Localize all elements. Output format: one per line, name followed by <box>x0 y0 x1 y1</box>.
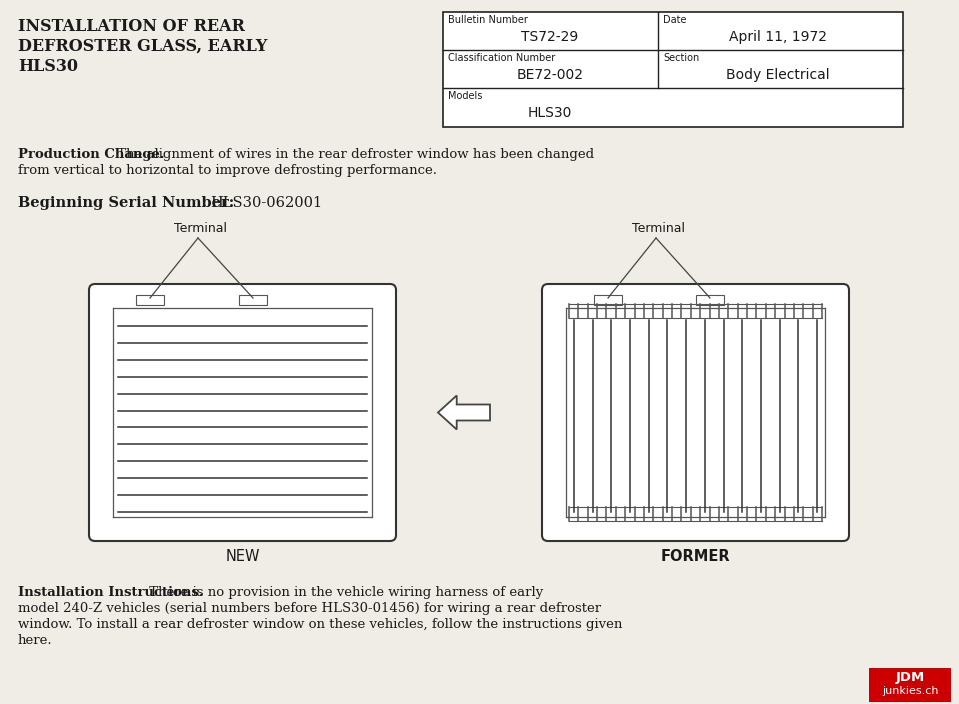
Text: TS72-29: TS72-29 <box>522 30 578 44</box>
FancyBboxPatch shape <box>89 284 396 541</box>
Text: junkies.ch: junkies.ch <box>881 686 938 696</box>
Text: NEW: NEW <box>225 549 260 564</box>
Text: from vertical to horizontal to improve defrosting performance.: from vertical to horizontal to improve d… <box>18 164 437 177</box>
FancyBboxPatch shape <box>542 284 849 541</box>
Text: Bulletin Number: Bulletin Number <box>448 15 527 25</box>
Text: JDM: JDM <box>896 671 924 684</box>
Text: DEFROSTER GLASS, EARLY: DEFROSTER GLASS, EARLY <box>18 38 268 55</box>
Bar <box>696 295 724 305</box>
Text: Terminal: Terminal <box>631 222 685 235</box>
Polygon shape <box>438 396 490 429</box>
Text: The alignment of wires in the rear defroster window has been changed: The alignment of wires in the rear defro… <box>113 148 595 161</box>
Bar <box>869 668 951 702</box>
Text: Beginning Serial Number:: Beginning Serial Number: <box>18 196 234 210</box>
Text: HLS30: HLS30 <box>18 58 78 75</box>
Bar <box>136 295 164 305</box>
Text: Body Electrical: Body Electrical <box>726 68 830 82</box>
Text: here.: here. <box>18 634 53 647</box>
Text: Date: Date <box>663 15 687 25</box>
Text: Models: Models <box>448 91 482 101</box>
Text: There is no provision in the vehicle wiring harness of early: There is no provision in the vehicle wir… <box>145 586 543 599</box>
Text: Production Change.: Production Change. <box>18 148 165 161</box>
Text: window. To install a rear defroster window on these vehicles, follow the instruc: window. To install a rear defroster wind… <box>18 618 622 631</box>
Text: FORMER: FORMER <box>661 549 731 564</box>
Text: Classification Number: Classification Number <box>448 53 555 63</box>
Text: model 240-Z vehicles (serial numbers before HLS30-01456) for wiring a rear defro: model 240-Z vehicles (serial numbers bef… <box>18 602 601 615</box>
Bar <box>239 295 267 305</box>
Bar <box>594 295 622 305</box>
Text: HLS30-062001: HLS30-062001 <box>210 196 322 210</box>
Text: HLS30: HLS30 <box>527 106 573 120</box>
Text: Terminal: Terminal <box>174 222 226 235</box>
Text: BE72-002: BE72-002 <box>517 68 583 82</box>
Text: April 11, 1972: April 11, 1972 <box>729 30 827 44</box>
Text: INSTALLATION OF REAR: INSTALLATION OF REAR <box>18 18 245 35</box>
Bar <box>443 12 903 127</box>
Text: Section: Section <box>663 53 699 63</box>
Text: Installation Instructions.: Installation Instructions. <box>18 586 203 599</box>
